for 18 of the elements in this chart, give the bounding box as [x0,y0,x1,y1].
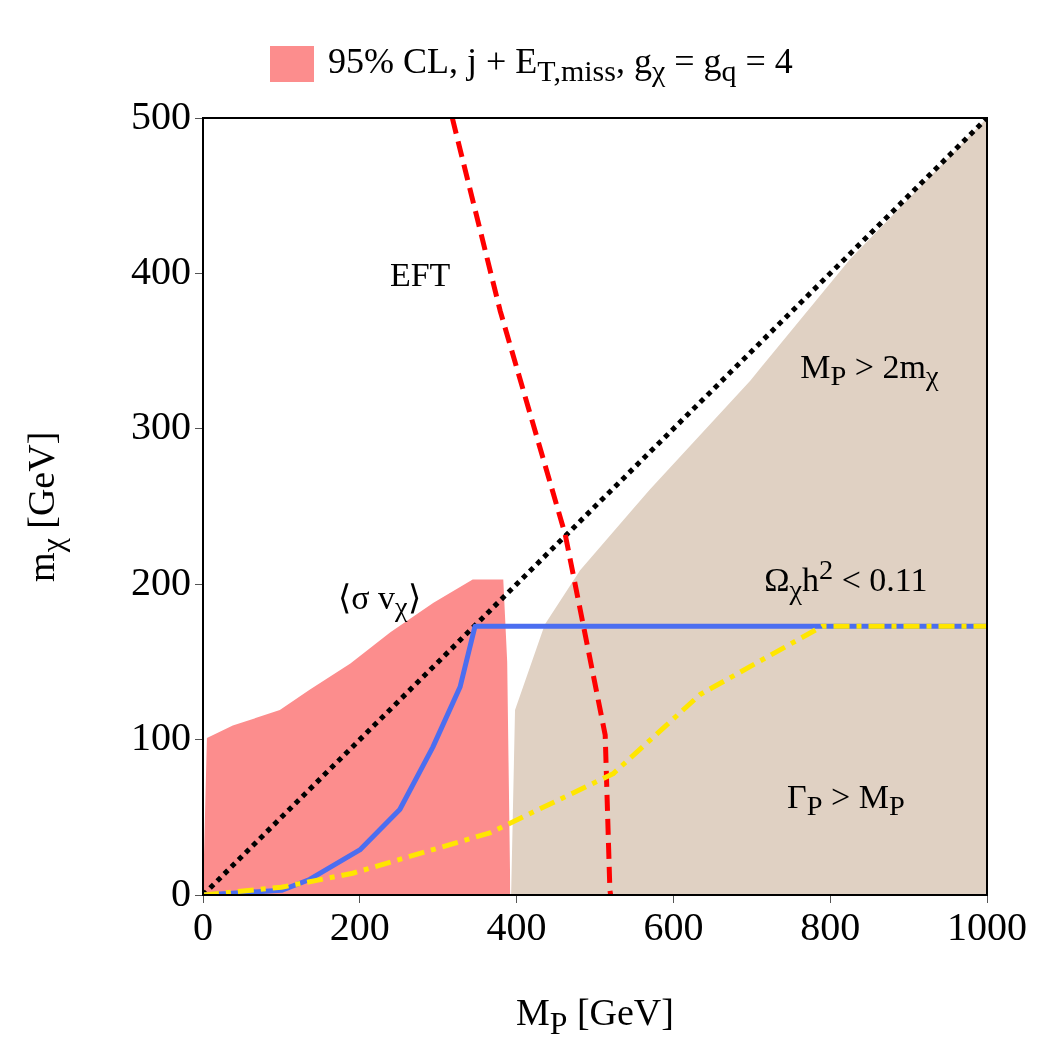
annotation: EFT [389,255,451,294]
legend-label: 95% CL, j + E$_{T,miss}$, g$_{χ}$ = g$_{q}$ = 4 [328,40,793,89]
x-axis-title: M$_{P}$ [GeV] [516,990,674,1042]
y-tick-label: 400 [131,247,191,293]
y-tick-label: 0 [171,869,191,915]
x-tick-label: 400 [486,903,547,949]
x-tick-label: 800 [800,903,861,949]
annotation: ⟨σ v$_{χ}$⟩ [338,577,421,624]
y-tick-label: 100 [131,714,191,760]
y-tick-label: 200 [131,558,191,604]
y-tick-label: 300 [131,403,191,449]
annotation: Ω$_{χ}$h$^{2}$ < 0.11 [764,553,928,606]
x-tick-label: 600 [643,903,704,949]
annotation: Γ$_{P}$ > M$_{P}$ [787,777,905,823]
x-tick-label: 1000 [947,903,1027,949]
x-tick-label: 200 [329,903,390,949]
y-tick-label: 500 [131,92,191,138]
annotation: M$_{P}$ > 2m$_{χ}$ [800,347,939,393]
